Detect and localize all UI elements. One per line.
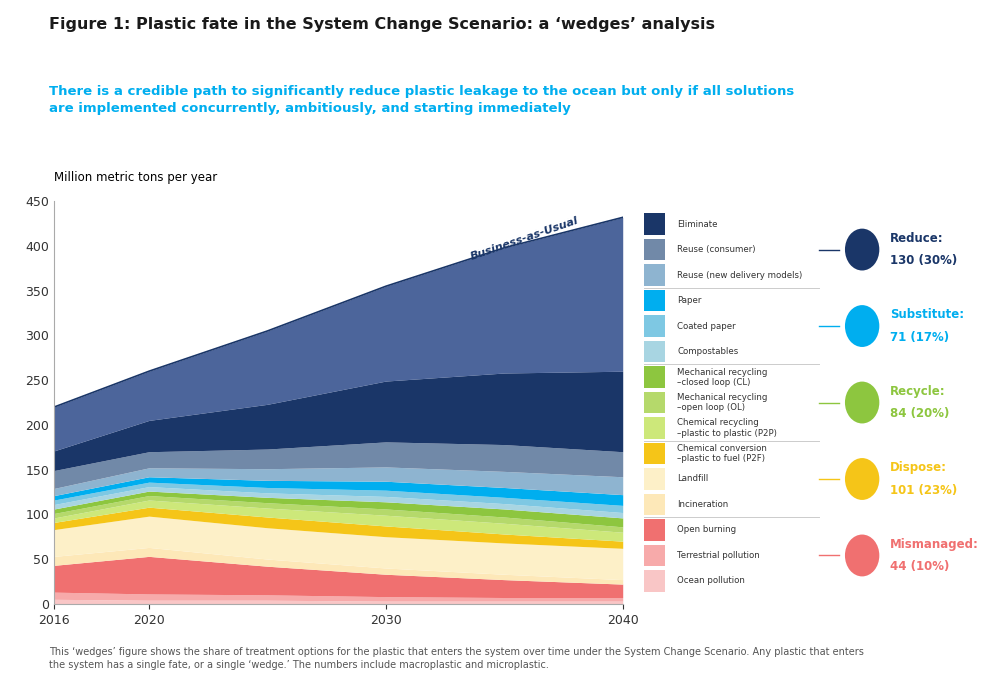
- Text: Compostables: Compostables: [677, 347, 739, 356]
- Text: Chemical conversion
–plastic to fuel (P2F): Chemical conversion –plastic to fuel (P2…: [677, 444, 767, 463]
- Bar: [644, 290, 666, 311]
- Bar: [644, 417, 666, 439]
- Circle shape: [845, 458, 880, 500]
- Circle shape: [845, 534, 880, 577]
- Text: Dispose:: Dispose:: [890, 462, 948, 474]
- Text: 84 (20%): 84 (20%): [890, 407, 950, 421]
- Bar: [644, 392, 666, 413]
- Text: 71 (17%): 71 (17%): [890, 331, 950, 344]
- Text: Business-as-Usual: Business-as-Usual: [468, 215, 580, 262]
- Circle shape: [845, 305, 880, 347]
- Text: 101 (23%): 101 (23%): [890, 484, 957, 497]
- Bar: [644, 341, 666, 362]
- Bar: [644, 315, 666, 337]
- Text: Substitute:: Substitute:: [890, 308, 964, 321]
- Text: Landfill: Landfill: [677, 475, 708, 484]
- Text: Reuse (consumer): Reuse (consumer): [677, 245, 755, 254]
- Text: Chemical recycling
–plastic to plastic (P2P): Chemical recycling –plastic to plastic (…: [677, 418, 777, 437]
- Bar: [644, 239, 666, 260]
- Text: Paper: Paper: [677, 296, 701, 305]
- Text: Incineration: Incineration: [677, 500, 729, 509]
- Text: 44 (10%): 44 (10%): [890, 560, 950, 573]
- Text: Mechanical recycling
–open loop (OL): Mechanical recycling –open loop (OL): [677, 393, 767, 412]
- Text: Mechanical recycling
–closed loop (CL): Mechanical recycling –closed loop (CL): [677, 368, 767, 387]
- Bar: [644, 443, 666, 464]
- Text: There is a credible path to significantly reduce plastic leakage to the ocean bu: There is a credible path to significantl…: [49, 85, 795, 115]
- Text: Reuse (new delivery models): Reuse (new delivery models): [677, 271, 803, 280]
- Bar: [644, 494, 666, 515]
- Bar: [644, 468, 666, 490]
- Text: Recycle:: Recycle:: [890, 384, 946, 398]
- Text: Reduce:: Reduce:: [890, 232, 944, 245]
- Text: Coated paper: Coated paper: [677, 321, 736, 330]
- Bar: [644, 264, 666, 286]
- Text: This ‘wedges’ figure shows the share of treatment options for the plastic that e: This ‘wedges’ figure shows the share of …: [49, 647, 864, 670]
- Bar: [644, 366, 666, 388]
- Text: Million metric tons per year: Million metric tons per year: [54, 171, 218, 184]
- Text: Mismanaged:: Mismanaged:: [890, 538, 979, 550]
- Circle shape: [845, 382, 880, 423]
- Text: 130 (30%): 130 (30%): [890, 255, 957, 267]
- Bar: [644, 519, 666, 541]
- Text: Open burning: Open burning: [677, 525, 737, 534]
- Text: Figure 1: Plastic fate in the System Change Scenario: a ‘wedges’ analysis: Figure 1: Plastic fate in the System Cha…: [49, 17, 715, 33]
- Bar: [644, 213, 666, 235]
- Circle shape: [845, 228, 880, 271]
- Text: Terrestrial pollution: Terrestrial pollution: [677, 551, 760, 560]
- Text: Eliminate: Eliminate: [677, 219, 718, 228]
- Bar: [644, 545, 666, 566]
- Bar: [644, 570, 666, 592]
- Text: Ocean pollution: Ocean pollution: [677, 577, 745, 586]
